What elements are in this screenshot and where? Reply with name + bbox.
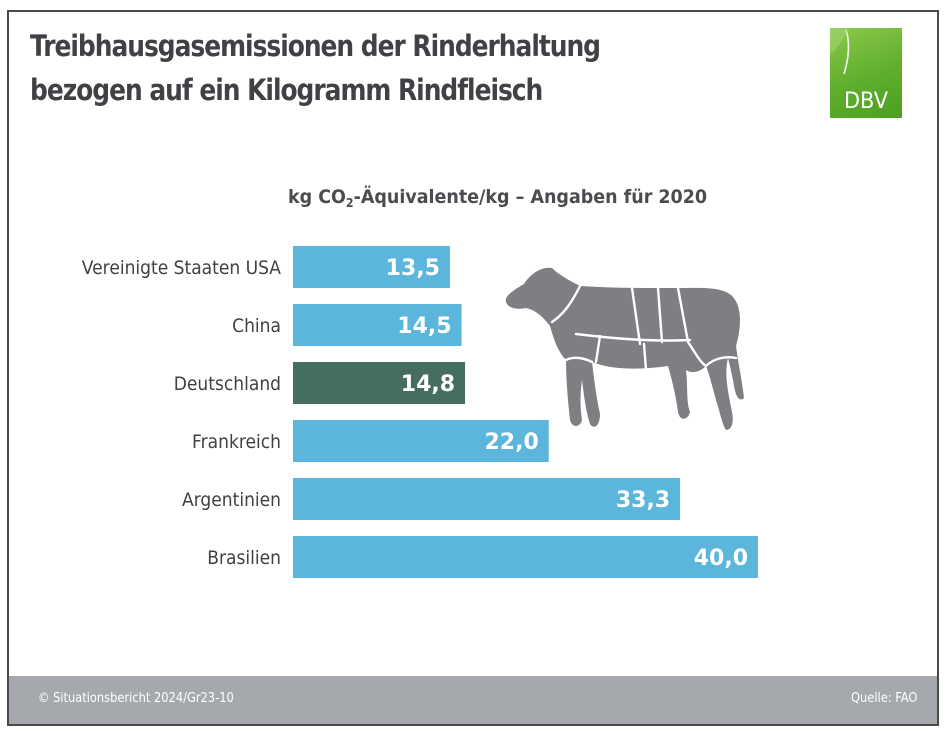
subtitle-post: -Äquivalente/kg – Angaben für 2020 <box>353 186 708 208</box>
category-label: Brasilien <box>207 547 281 569</box>
bar-brasilien <box>293 536 758 578</box>
chart-subtitle: kg CO2-Äquivalente/kg – Angaben für 2020 <box>288 186 707 210</box>
value-label: 40,0 <box>694 546 748 571</box>
bar-frankreich <box>293 420 549 462</box>
title-line-1: Treibhausgasemissionen der Rinderhaltung <box>30 29 601 63</box>
category-label: China <box>232 315 281 337</box>
bar-deutschland <box>293 362 466 404</box>
footer-bar: © Situationsbericht 2024/Gr23-10 Quelle:… <box>9 676 937 724</box>
value-label: 22,0 <box>484 430 538 455</box>
value-label: 14,8 <box>401 372 455 397</box>
category-label: Deutschland <box>174 373 281 395</box>
category-label: Vereinigte Staaten USA <box>82 257 282 279</box>
leaf-stroke-icon <box>830 28 850 75</box>
subtitle-subscript: 2 <box>345 196 354 210</box>
title-line-2: bezogen auf ein Kilogramm Rindfleisch <box>30 73 543 107</box>
bar-china <box>293 304 462 346</box>
value-label: 33,3 <box>616 488 670 513</box>
footer-source: Quelle: FAO <box>850 691 917 706</box>
bar-argentinien <box>293 478 681 520</box>
category-label: Argentinien <box>182 489 281 511</box>
cow-icon <box>505 267 744 430</box>
dbv-logo: DBV <box>830 28 902 118</box>
value-label: 14,5 <box>397 314 451 339</box>
logo-text: DBV <box>843 89 889 114</box>
page-title: Treibhausgasemissionen der Rinderhaltung… <box>30 24 601 112</box>
footer-copyright: © Situationsbericht 2024/Gr23-10 <box>38 691 234 706</box>
category-label: Frankreich <box>192 431 281 453</box>
value-label: 13,5 <box>386 256 440 281</box>
chart-frame: © Situationsbericht 2024/Gr23-10 Quelle:… <box>7 10 939 726</box>
bar-vereinigte-staaten-usa <box>293 246 450 288</box>
subtitle-pre: kg CO <box>288 186 346 208</box>
